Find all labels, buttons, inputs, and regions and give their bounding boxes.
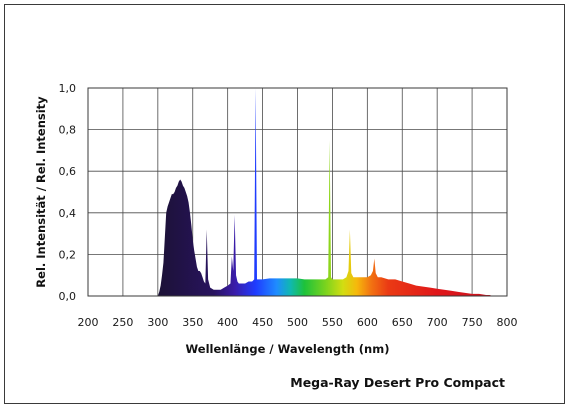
- y-tick-label: 0,6: [59, 165, 77, 178]
- plot-border: [87, 87, 508, 297]
- spectrum-area: [157, 88, 494, 296]
- y-tick-label: 1,0: [59, 82, 77, 95]
- y-tick-label: 0,2: [59, 248, 77, 261]
- y-axis-label: Rel. Intensität / Rel. Intensity: [34, 96, 48, 288]
- x-tick-label: 750: [462, 316, 483, 329]
- y-tick-label: 0,4: [59, 207, 77, 220]
- chart-title: Mega-Ray Desert Pro Compact: [290, 375, 505, 390]
- y-tick-label: 0,0: [59, 290, 77, 303]
- chart-frame: [4, 4, 565, 404]
- x-tick-label: 250: [112, 316, 133, 329]
- x-tick-label: 350: [182, 316, 203, 329]
- y-tick-label: 0,8: [59, 124, 77, 137]
- x-tick-label: 400: [217, 316, 238, 329]
- axes: 200 250 300 350 400 450 500 550 600 650 700 750 800 0…: [59, 82, 518, 329]
- x-tick-label: 450: [252, 316, 273, 329]
- x-tick-label: 500: [287, 316, 308, 329]
- x-tick-label: 550: [322, 316, 343, 329]
- x-tick-label: 800: [497, 316, 518, 329]
- x-tick-label: 300: [147, 316, 168, 329]
- spectrum-series-area: [157, 88, 494, 296]
- x-tick-label: 600: [357, 316, 378, 329]
- grid-lines: [87, 87, 508, 297]
- x-tick-label: 200: [78, 316, 99, 329]
- x-tick-label: 650: [392, 316, 413, 329]
- x-axis-label: Wellenlänge / Wavelength (nm): [186, 342, 390, 356]
- x-tick-label: 700: [427, 316, 448, 329]
